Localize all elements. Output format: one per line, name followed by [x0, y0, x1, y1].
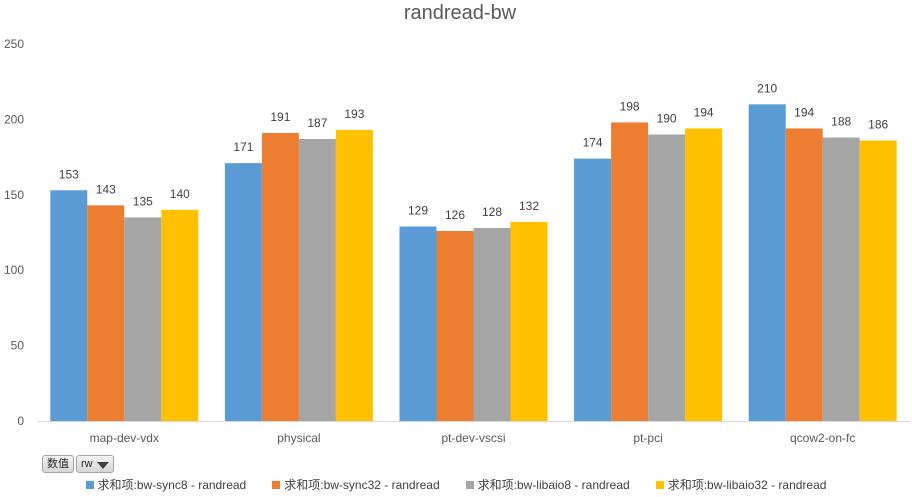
x-axis: map-dev-vdx physical pt-dev-vscsi pt-pci qco… [37, 421, 910, 445]
bar [399, 226, 437, 421]
y-tick-label: 100 [4, 263, 24, 277]
chart-legend: 求和项:bw-sync8 - randread 求和项:bw-sync32 - r… [0, 476, 912, 493]
rw-filter-button[interactable]: rw [76, 455, 114, 473]
data-label: 194 [694, 105, 714, 119]
data-label: 186 [868, 118, 888, 132]
bar [748, 104, 786, 421]
y-axis: 0 50 100 150 200 250 [4, 37, 24, 428]
bar [261, 132, 299, 422]
data-label: 191 [270, 110, 290, 124]
y-tick-label: 200 [4, 112, 24, 126]
legend-swatch [465, 480, 474, 489]
data-label: 194 [794, 105, 814, 119]
y-tick-label: 250 [4, 37, 24, 51]
bar-chart: randread-bw 0 50 100 150 200 250 153 171 129 174… [4, 2, 910, 445]
legend-swatch [272, 480, 281, 489]
legend-item: 求和项:bw-sync8 - randread [85, 476, 247, 493]
bar [785, 128, 823, 421]
legend-label: 求和项:bw-libaio32 - randread [667, 478, 827, 492]
x-tick-label: physical [277, 431, 320, 445]
y-tick-label: 50 [11, 339, 25, 353]
pivot-field-buttons: 数值 rw [42, 455, 114, 473]
bar [822, 137, 860, 421]
bar [685, 128, 723, 421]
x-tick-label: pt-pci [633, 431, 662, 445]
legend-item: 求和项:bw-libaio8 - randread [465, 476, 630, 493]
bar [859, 140, 897, 421]
data-label: 140 [170, 187, 190, 201]
x-tick-label: pt-dev-vscsi [441, 431, 505, 445]
bar [648, 134, 686, 422]
bar [224, 163, 262, 421]
bar [335, 129, 373, 421]
data-label: 128 [482, 205, 502, 219]
data-label: 135 [133, 194, 153, 208]
bar [436, 230, 474, 421]
data-label: 126 [445, 208, 465, 222]
rw-filter-label: rw [81, 458, 93, 470]
data-label: 193 [344, 107, 364, 121]
y-tick-label: 0 [17, 414, 24, 428]
data-label: 132 [519, 199, 539, 213]
filter-funnel-icon [96, 461, 109, 469]
bar [161, 209, 199, 421]
data-label: 187 [307, 116, 327, 130]
legend-swatch [85, 480, 94, 489]
values-field-label: 数值 [47, 458, 69, 470]
bar [473, 227, 511, 421]
data-label: 171 [233, 140, 253, 154]
bar [298, 139, 336, 421]
legend-label: 求和项:bw-libaio8 - randread [477, 478, 630, 492]
chart-title: randread-bw [404, 2, 517, 24]
bar [574, 158, 612, 421]
bars [50, 104, 897, 422]
data-label: 210 [757, 81, 777, 95]
bar [510, 221, 548, 421]
legend-item: 求和项:bw-sync32 - randread [272, 476, 440, 493]
legend-item: 求和项:bw-libaio32 - randread [655, 476, 827, 493]
values-field-button[interactable]: 数值 [42, 455, 74, 473]
data-label: 143 [96, 182, 116, 196]
legend-swatch [655, 480, 664, 489]
data-label: 174 [583, 136, 603, 150]
bar [50, 190, 88, 421]
data-label: 190 [657, 111, 677, 125]
legend-label: 求和项:bw-sync8 - randread [97, 478, 247, 492]
x-tick-label: qcow2-on-fc [790, 431, 855, 445]
data-label: 198 [620, 99, 640, 113]
data-labels: 153 171 129 174 210 143 191 126 198 194 135 187 128 1… [59, 81, 889, 222]
data-label: 129 [408, 203, 428, 217]
x-tick-label: map-dev-vdx [90, 431, 159, 445]
data-label: 188 [831, 114, 851, 128]
data-label: 153 [59, 167, 79, 181]
y-tick-label: 150 [4, 188, 24, 202]
bar [611, 122, 649, 421]
bar [87, 205, 125, 421]
bar [124, 217, 162, 421]
legend-label: 求和项:bw-sync32 - randread [284, 478, 440, 492]
